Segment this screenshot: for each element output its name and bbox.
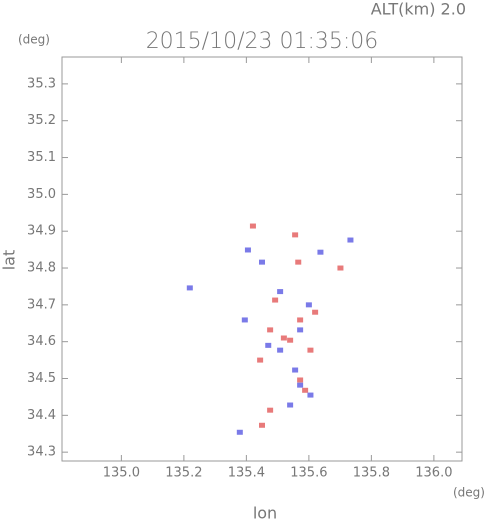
echo-point xyxy=(305,302,312,308)
echo-point xyxy=(337,265,344,271)
x-tick-label: 135.4 xyxy=(228,466,265,481)
echo-point xyxy=(186,285,193,291)
echo-point xyxy=(249,223,256,229)
x-tick-label: 135.0 xyxy=(103,466,140,481)
echo-point xyxy=(317,249,324,255)
x-tick-label: 135.6 xyxy=(290,466,327,481)
y-unit: (deg) xyxy=(18,33,50,47)
echo-point xyxy=(307,347,314,353)
x-tick-label: 135.8 xyxy=(353,466,390,481)
y-tick-label: 34.4 xyxy=(27,408,56,423)
y-axis-label: lat xyxy=(0,250,19,271)
x-axis-label: lon xyxy=(253,504,277,521)
echo-point xyxy=(267,407,274,413)
echo-point xyxy=(265,342,272,348)
echo-point xyxy=(241,317,248,323)
chart-title: 2015/10/23 01:35:06 xyxy=(146,29,379,54)
echo-point xyxy=(244,247,251,253)
echo-point xyxy=(277,347,284,353)
y-tick-label: 34.5 xyxy=(27,371,56,386)
echo-point xyxy=(267,327,274,333)
echo-point xyxy=(236,429,243,435)
y-tick-label: 35.3 xyxy=(27,76,56,91)
y-tick-label: 35.2 xyxy=(27,113,56,128)
echo-point xyxy=(292,232,299,238)
echo-point xyxy=(287,337,294,343)
echo-point xyxy=(259,259,265,265)
echo-point xyxy=(259,422,265,428)
echo-point xyxy=(257,357,264,363)
x-tick-label: 136.0 xyxy=(415,466,452,481)
y-tick-label: 34.3 xyxy=(27,445,56,460)
echo-point xyxy=(277,289,284,295)
echo-point xyxy=(307,392,314,398)
y-tick-label: 34.8 xyxy=(27,261,56,276)
echo-point xyxy=(272,297,279,303)
echo-point xyxy=(312,309,319,315)
echo-point xyxy=(297,327,304,333)
echo-point xyxy=(292,367,299,373)
echo-point xyxy=(302,387,309,393)
x-tick-label: 135.2 xyxy=(165,466,202,481)
echo-point xyxy=(297,382,304,388)
altitude-label: ALT(km) 2.0 xyxy=(371,0,466,19)
echo-point xyxy=(295,259,302,265)
x-unit: (deg) xyxy=(453,486,485,500)
y-tick-label: 34.7 xyxy=(27,297,56,312)
echo-point xyxy=(287,402,294,408)
y-tick-label: 35.0 xyxy=(27,187,56,202)
y-tick-label: 34.6 xyxy=(27,334,56,349)
echo-point xyxy=(347,237,354,243)
echo-point xyxy=(297,377,304,383)
y-tick-label: 35.1 xyxy=(27,150,56,165)
echo-point xyxy=(280,335,287,341)
plot-frame xyxy=(61,56,463,462)
y-tick-label: 34.9 xyxy=(27,224,56,239)
echo-point xyxy=(297,317,304,323)
